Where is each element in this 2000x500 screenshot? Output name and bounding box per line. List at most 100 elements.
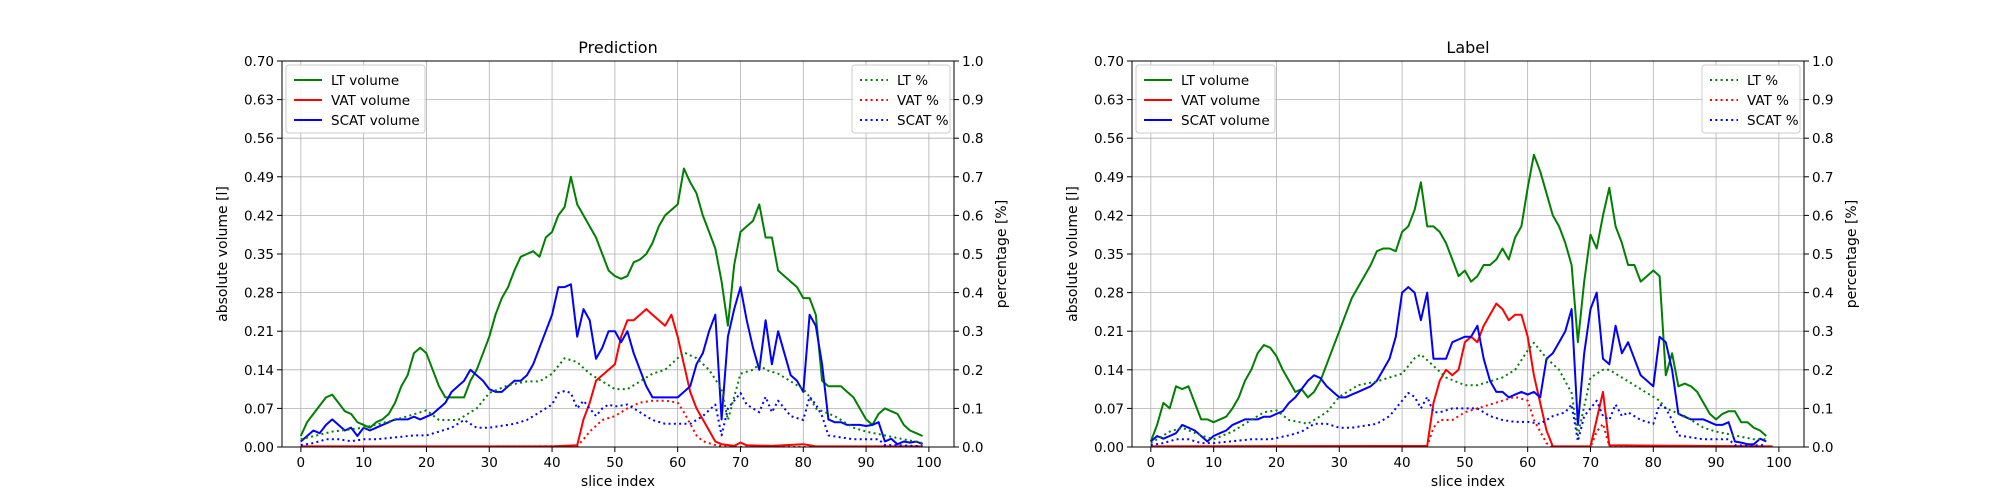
y-tick-label: 0.56 xyxy=(244,131,274,147)
legend-right: LT % VAT % SCAT % xyxy=(851,64,951,134)
y-tick-label: 0.70 xyxy=(1094,54,1124,70)
series-group xyxy=(1149,153,1773,447)
y2-tick-label: 0.5 xyxy=(1812,247,1833,263)
series-lt-volume xyxy=(1149,153,1767,442)
legend-label: SCAT volume xyxy=(331,113,420,129)
series-scat xyxy=(300,390,923,447)
legend-label: VAT % xyxy=(1747,93,1789,109)
x-tick-label: 30 xyxy=(481,455,498,471)
x-tick-label: 60 xyxy=(1519,455,1536,471)
x-tick-label: 100 xyxy=(916,455,942,471)
x-tick-label: 60 xyxy=(669,455,686,471)
series-scat-volume xyxy=(300,283,923,446)
x-tick-label: 80 xyxy=(795,455,812,471)
legend-label: LT volume xyxy=(1181,73,1249,89)
y-tick-label: 0.56 xyxy=(1094,131,1124,147)
series-lt xyxy=(1150,341,1767,444)
y-axis-label: absolute volume [l] xyxy=(215,186,231,322)
legend-label: VAT volume xyxy=(1181,93,1260,109)
y2-tick-label: 0.3 xyxy=(1812,324,1833,340)
y-axis-label: absolute volume [l] xyxy=(1065,186,1081,322)
chart-1: 0 10 20 30 40 50 60 70 80 90 100 0.00 0.07 0.14 0.21 0.… xyxy=(1065,38,1860,490)
x-tick-label: 20 xyxy=(1268,455,1285,471)
x-tick-label: 90 xyxy=(857,455,874,471)
y-tick-label: 0.00 xyxy=(244,440,274,456)
y2-tick-label: 0.2 xyxy=(962,363,983,379)
legend-label: LT % xyxy=(1747,73,1778,89)
series-vat xyxy=(300,399,923,447)
x-tick-label: 50 xyxy=(606,455,623,471)
y-tick-label: 0.14 xyxy=(244,363,274,379)
series-lt xyxy=(300,351,923,445)
legend-box xyxy=(285,64,426,134)
legend-label: SCAT % xyxy=(897,113,949,129)
y-tick-label: 0.07 xyxy=(1094,401,1124,417)
y2-tick-label: 0.7 xyxy=(1812,170,1833,186)
x-tick-label: 100 xyxy=(1766,455,1792,471)
chart-title: Label xyxy=(1446,38,1489,57)
legend-box xyxy=(851,64,951,134)
legend-label: SCAT volume xyxy=(1181,113,1270,129)
x-tick-label: 70 xyxy=(1582,455,1599,471)
series-group xyxy=(299,167,924,447)
x-tick-label: 20 xyxy=(418,455,435,471)
y2-tick-label: 0.3 xyxy=(962,324,983,340)
y2-tick-label: 0.6 xyxy=(1812,208,1833,224)
y-tick-label: 0.63 xyxy=(244,93,274,109)
y2-tick-label: 0.9 xyxy=(1812,93,1833,109)
y2-tick-label: 0.0 xyxy=(962,440,983,456)
y-tick-label: 0.49 xyxy=(244,170,274,186)
series-vat-volume xyxy=(300,308,923,447)
y2-axis-label: percentage [%] xyxy=(994,200,1010,308)
y2-tick-label: 0.8 xyxy=(1812,131,1833,147)
y-tick-label: 0.00 xyxy=(1094,440,1124,456)
x-tick-label: 0 xyxy=(1147,455,1156,471)
y-tick-label: 0.42 xyxy=(1094,208,1124,224)
y2-tick-label: 0.0 xyxy=(1812,440,1833,456)
x-tick-label: 0 xyxy=(297,455,306,471)
legend-label: LT % xyxy=(897,73,928,89)
y-tick-label: 0.07 xyxy=(244,401,274,417)
chart-title: Prediction xyxy=(578,38,657,57)
y2-tick-label: 0.5 xyxy=(962,247,983,263)
y2-tick-label: 0.2 xyxy=(1812,363,1833,379)
series-lt-volume xyxy=(299,167,924,437)
y-tick-label: 0.63 xyxy=(1094,93,1124,109)
y-tick-label: 0.21 xyxy=(244,324,274,340)
y2-axis-label: percentage [%] xyxy=(1844,200,1860,308)
y2-tick-label: 0.1 xyxy=(1812,401,1833,417)
y-tick-label: 0.14 xyxy=(1094,363,1124,379)
chart-0: 0 10 20 30 40 50 60 70 80 90 100 0.00 0.07 0.14 0.21 0.… xyxy=(215,38,1010,490)
legend-label: VAT volume xyxy=(331,93,410,109)
x-tick-label: 40 xyxy=(1393,455,1410,471)
legend-left: LT volume VAT volume SCAT volume xyxy=(1135,64,1276,134)
series-vat xyxy=(1150,395,1773,447)
y2-tick-label: 1.0 xyxy=(1812,54,1833,70)
series-scat-volume xyxy=(1150,286,1767,446)
y-tick-label: 0.28 xyxy=(244,286,274,302)
y2-tick-label: 0.6 xyxy=(962,208,983,224)
legend-box xyxy=(1701,64,1801,134)
y2-tick-label: 0.7 xyxy=(962,170,983,186)
x-axis-label: slice index xyxy=(1431,474,1505,490)
y2-tick-label: 0.8 xyxy=(962,131,983,147)
x-tick-label: 10 xyxy=(1205,455,1222,471)
legend-left: LT volume VAT volume SCAT volume xyxy=(285,64,426,134)
x-tick-label: 40 xyxy=(543,455,560,471)
y2-tick-label: 0.4 xyxy=(962,286,983,302)
y-tick-label: 0.42 xyxy=(244,208,274,224)
x-tick-label: 80 xyxy=(1645,455,1662,471)
legend-box xyxy=(1135,64,1276,134)
y-tick-label: 0.35 xyxy=(1094,247,1124,263)
x-axis-label: slice index xyxy=(581,474,655,490)
y2-tick-label: 0.1 xyxy=(962,401,983,417)
legend-label: LT volume xyxy=(331,73,399,89)
y-tick-label: 0.21 xyxy=(1094,324,1124,340)
x-tick-label: 30 xyxy=(1331,455,1348,471)
y-tick-label: 0.28 xyxy=(1094,286,1124,302)
y2-tick-label: 0.9 xyxy=(962,93,983,109)
y2-tick-label: 1.0 xyxy=(962,54,983,70)
series-scat xyxy=(1150,392,1767,447)
y-tick-label: 0.49 xyxy=(1094,170,1124,186)
